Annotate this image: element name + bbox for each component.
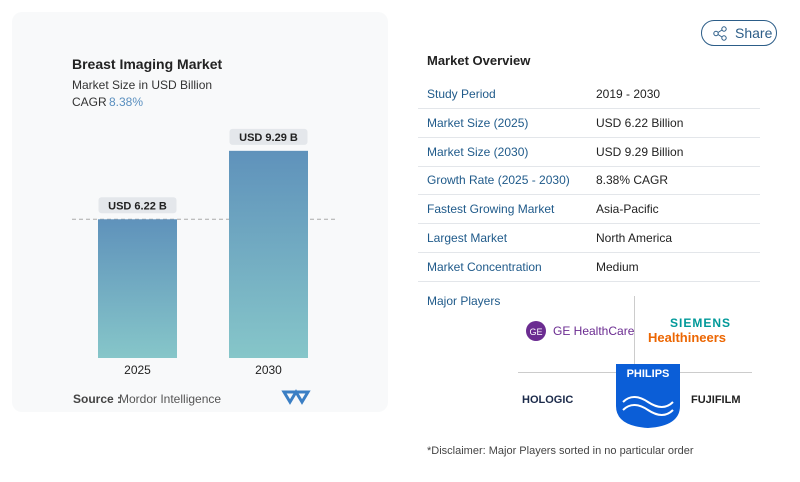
chart-panel bbox=[12, 12, 388, 412]
row-label: Market Size (2025) bbox=[427, 115, 529, 130]
row-label: Market Size (2030) bbox=[427, 144, 529, 159]
cagr-value: 8.38% bbox=[109, 95, 144, 109]
overview-row: Study Period 2019 - 2030 bbox=[418, 80, 760, 109]
chart-subtitle: Market Size in USD Billion bbox=[72, 78, 213, 92]
row-value: Asia-Pacific bbox=[596, 202, 659, 217]
row-value: USD 6.22 Billion bbox=[596, 115, 684, 130]
bar bbox=[98, 219, 177, 358]
overview-row: Largest Market North America bbox=[418, 224, 760, 253]
x-tick-label: 2025 bbox=[124, 363, 151, 377]
player-logo: FUJIFILM bbox=[691, 394, 741, 406]
x-tick-label: 2030 bbox=[255, 363, 282, 377]
overview-row: Market Size (2025) USD 6.22 Billion bbox=[418, 109, 760, 138]
overview-row: Growth Rate (2025 - 2030) 8.38% CAGR bbox=[418, 166, 760, 196]
overview-row: Market Concentration Medium bbox=[418, 253, 760, 282]
ge-logo: GE bbox=[526, 321, 546, 341]
player-logo: SIEMENS bbox=[670, 316, 732, 330]
value-label-bg bbox=[98, 197, 177, 214]
source: Mordor Intelligence bbox=[119, 392, 222, 406]
player-logo: PHILIPS bbox=[626, 368, 670, 380]
source-label: Source : bbox=[73, 392, 122, 406]
player-logo: GE HealthCare bbox=[553, 324, 635, 338]
svg-text:GE: GE bbox=[529, 327, 542, 337]
row-label: Largest Market bbox=[427, 231, 508, 245]
row-value: 2019 - 2030 bbox=[596, 87, 661, 101]
row-value: Medium bbox=[596, 259, 639, 274]
value-label-bg bbox=[229, 128, 308, 145]
row-label: Market Concentration bbox=[427, 259, 542, 274]
row-value: 8.38% CAGR bbox=[596, 173, 669, 188]
source-logo bbox=[281, 389, 311, 405]
share-icon bbox=[713, 26, 727, 41]
share-button[interactable]: Share bbox=[701, 20, 777, 46]
row-label: Fastest Growing Market bbox=[427, 202, 555, 217]
player-logo: HOLOGIC bbox=[522, 394, 574, 406]
value-label: USD 6.22 B bbox=[108, 200, 167, 212]
chart-title: Breast Imaging Market bbox=[72, 56, 223, 72]
share-text: Share bbox=[735, 25, 773, 41]
bar bbox=[229, 150, 308, 358]
row-label: Study Period bbox=[427, 87, 496, 101]
players-title: Major Players bbox=[427, 294, 501, 308]
row-value: USD 9.29 Billion bbox=[596, 144, 684, 159]
philips-shield bbox=[616, 364, 680, 428]
divider bbox=[634, 296, 635, 420]
overview-row: Market Size (2030) USD 9.29 Billion bbox=[418, 138, 760, 167]
cagr-label: CAGR bbox=[72, 95, 107, 109]
row-label: Growth Rate (2025 - 2030) bbox=[427, 173, 570, 188]
value-label: USD 9.29 B bbox=[239, 132, 298, 144]
overview-title: Market Overview bbox=[427, 53, 531, 68]
player-logo: Healthineers bbox=[648, 330, 727, 345]
row-value: North America bbox=[596, 231, 673, 245]
overview-row: Fastest Growing Market Asia-Pacific bbox=[418, 195, 760, 225]
disclaimer: *Disclaimer: Major Players sorted in no … bbox=[427, 445, 694, 457]
